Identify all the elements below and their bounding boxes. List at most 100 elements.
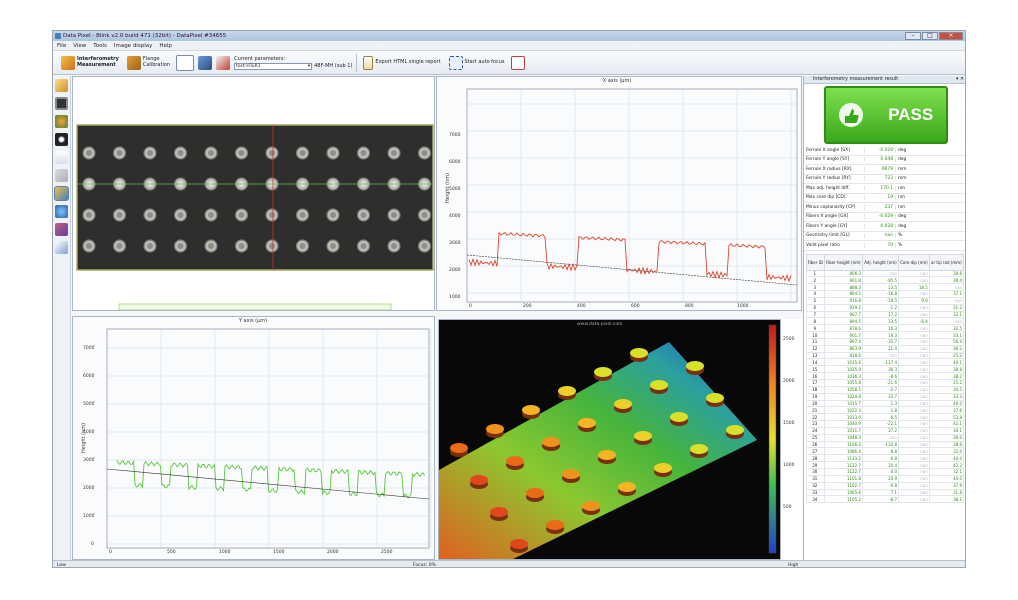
filmstrip-tool-icon[interactable] <box>55 97 68 110</box>
fiber-row[interactable]: 24 1011.7 37.2 nan 34.1 <box>806 426 965 435</box>
metric-label: Ferrule X angle [SX] <box>806 147 850 153</box>
fiber-cell: nan <box>898 269 930 278</box>
close-button[interactable]: × <box>939 32 963 40</box>
fiber-cell: 15 <box>806 365 825 374</box>
fiber-col-header[interactable]: Core dip (nm) <box>898 253 930 271</box>
3d-surface-view[interactable]: www.data-pixel.com <box>438 319 781 560</box>
fiber-row[interactable]: 15 1025.9 36.3 nan 38.8 <box>806 365 965 374</box>
fiber-col-header[interactable]: Fiber height (nm) <box>823 253 863 271</box>
fiber-row[interactable]: 34 1105.2 -8.7 nan 38.1 <box>806 495 965 504</box>
metric-value: 19 <box>864 195 896 201</box>
fiber-row[interactable]: 30 1122.7 0.0 nan 32.1 <box>806 467 965 476</box>
fiber-row[interactable]: 22 1013.6 6.5 nan 53.8 <box>806 413 965 422</box>
fiber-core <box>86 150 92 156</box>
interferometry-tool-icon[interactable] <box>54 186 69 201</box>
menu-help[interactable]: Help <box>159 42 172 49</box>
minimize-button[interactable]: – <box>905 32 921 40</box>
fiber-row[interactable]: 4 864.5 -16.8 nan 37.1 <box>806 290 965 298</box>
menu-image-display[interactable]: Image display <box>113 42 153 49</box>
fiber-row[interactable]: 13 838.6 nan nan 25.2 <box>806 351 965 360</box>
fiber-cell: 1055.8 <box>823 379 863 387</box>
fiber-cell: nan <box>898 433 930 442</box>
fiber-row[interactable]: 19 1024.8 33.7 nan 33.3 <box>806 392 965 401</box>
fiber-row[interactable]: 29 1122.7 10.4 nan 42.2 <box>806 461 965 469</box>
fiber-row[interactable]: 9 878.6 16.3 nan 32.5 <box>806 324 965 333</box>
fiber-row[interactable]: 27 1086.4 8.8 nan 32.0 <box>806 447 965 456</box>
pass-verdict-badge: PASS <box>823 86 948 144</box>
fiber-row[interactable]: 16 1036.3 -8.6 nan 38.2 <box>806 372 965 380</box>
fiber-row[interactable]: 26 1106.3 -132.8 nan 38.6 <box>806 440 965 449</box>
settings-icon[interactable] <box>198 55 213 70</box>
y-axis-profile-plot[interactable]: Y axis (µm) Height (nm) 7000 6000 5000 4… <box>72 316 435 560</box>
menu-view[interactable]: View <box>73 42 87 49</box>
fiber-cell: 2 <box>806 276 825 285</box>
fiber-cell: 32.1 <box>928 310 965 319</box>
camera-tool-icon[interactable] <box>55 133 68 146</box>
x-axis-profile-plot[interactable]: X axis (µm) Height (nm) 7000 6000 5000 4… <box>436 76 802 311</box>
fiber-row[interactable]: 21 1022.3 1.8 nan 37.6 <box>806 406 965 415</box>
fiber-row[interactable]: 17 1055.8 -21.6 nan 25.2 <box>806 379 965 387</box>
interferometry-button[interactable]: Interferometry Measurement <box>59 55 121 70</box>
layers-tool-icon[interactable] <box>55 223 68 236</box>
export-tool-icon[interactable] <box>55 241 68 254</box>
fiber-row[interactable]: 25 1048.3 nan nan 39.0 <box>806 433 965 442</box>
fiber-row[interactable]: 11 897.4 -35.7 nan 56.4 <box>806 337 965 346</box>
metric-row: Max adj. height diff. 170.1 nm <box>804 184 965 194</box>
fiber-col-header[interactable]: Fiber ID <box>806 253 825 271</box>
export-html-report-button[interactable]: Export HTML single report <box>361 55 442 70</box>
measure-tool-icon[interactable] <box>55 169 68 182</box>
panel-controls-icon[interactable]: ▾ ✕ <box>956 77 964 82</box>
fiber-row[interactable]: 20 1015.7 1.3 nan 40.0 <box>806 399 965 408</box>
camera-image[interactable] <box>73 77 435 311</box>
fiber-col-header[interactable]: Adj. height (nm) <box>861 253 900 271</box>
cells-tool-icon[interactable] <box>55 115 68 128</box>
menu-file[interactable]: File <box>57 42 67 49</box>
start-auto-focus-button[interactable]: Start auto focus <box>447 55 507 70</box>
fiber-core <box>238 212 245 218</box>
fiber-row[interactable]: 12 863.9 21.4 nan 36.2 <box>806 344 965 353</box>
y-fit-line <box>106 468 430 500</box>
parameters-select[interactable]: test-HTuR1 ▾ <box>234 62 313 70</box>
fiber-cell: 23 <box>806 420 825 428</box>
fiber-row[interactable]: 10 901.7 19.3 nan 33.1 <box>806 331 965 339</box>
fiber-core <box>86 212 92 218</box>
fiber-cell: 31.8 <box>928 488 965 497</box>
snapshot-icon[interactable] <box>176 54 195 71</box>
fiber-row[interactable]: 2 901.8 -95.5 nan 39.4 <box>806 276 965 285</box>
fiber-cell: nan <box>898 392 930 401</box>
fiber-row[interactable]: 28 1133.2 -6.8 nan 40.0 <box>806 454 965 463</box>
fiber-cell: 53.8 <box>928 413 965 422</box>
fiber-core <box>177 212 184 218</box>
fiber-row[interactable]: 6 929.2 -1.2 nan 31.2 <box>806 303 965 312</box>
fiber-core <box>238 243 245 249</box>
fiber-row[interactable]: 5 916.8 -19.5 9.6 nan <box>806 296 965 305</box>
fiber-col-header[interactable]: ar tip rad (mm) <box>928 253 965 271</box>
report-icon[interactable] <box>510 55 525 70</box>
pen-tool-icon[interactable] <box>55 79 68 92</box>
parameters-icon[interactable] <box>216 55 231 70</box>
maximize-button[interactable]: □ <box>922 32 938 40</box>
fiber-cell: -1.2 <box>861 303 900 312</box>
fiber-table[interactable]: Fiber ID Fiber height (nm) Adj. height (nm… <box>806 253 965 504</box>
globe-tool-icon[interactable] <box>55 205 68 218</box>
flange-calibration-button[interactable]: Flange Calibration <box>125 55 172 70</box>
fiber-row[interactable]: 3 888.3 13.5 18.5 nan <box>806 283 965 292</box>
fiber-row[interactable]: 1 806.3 nan nan 28.6 <box>806 269 965 278</box>
fiber-cell: 8 <box>806 317 825 326</box>
fiber-row[interactable]: 23 1040.9 -22.1 nan 42.1 <box>806 420 965 428</box>
fiber-row[interactable]: 32 1102.7 -0.8 nan 37.9 <box>806 481 965 490</box>
fiber-row[interactable]: 18 1058.5 -2.7 nan 34.5 <box>806 385 965 394</box>
fiber-row[interactable]: 33 1065.6 7.1 nan 31.8 <box>806 488 965 497</box>
fiber-cell: nan <box>861 269 900 278</box>
chart-tool-icon[interactable] <box>55 151 68 164</box>
fiber-row[interactable]: 7 967.7 17.2 nan 32.1 <box>806 310 965 319</box>
fiber-cell: 19.3 <box>861 331 900 339</box>
fiber-row[interactable]: 31 1101.8 20.9 nan 44.0 <box>806 474 965 483</box>
menu-tools[interactable]: Tools <box>93 42 107 49</box>
fiber-row[interactable]: 8 894.5 13.5 -6.4 nan <box>806 317 965 326</box>
fiber-row[interactable]: 14 1035.6 -117.4 nan 40.1 <box>806 358 965 367</box>
fiber-cell: 40.1 <box>928 358 965 367</box>
fiber-cell: 32.5 <box>928 324 965 333</box>
fiber-cell: 1065.6 <box>823 488 863 497</box>
fiber-core <box>208 212 214 218</box>
